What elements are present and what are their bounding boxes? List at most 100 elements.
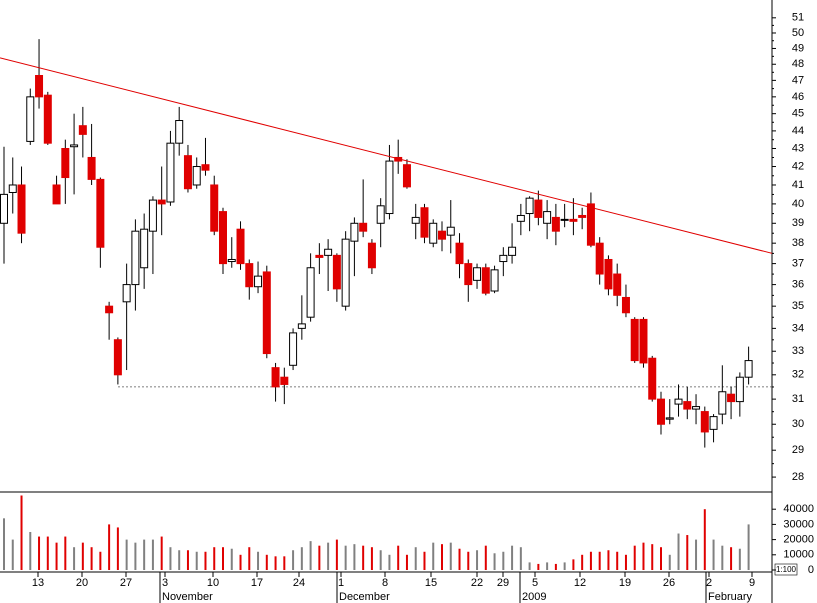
candle-body xyxy=(586,203,595,246)
candle-body xyxy=(727,393,736,403)
candle-body xyxy=(8,184,17,193)
candle-body xyxy=(648,357,657,400)
candle-body xyxy=(508,246,517,256)
y-tick-label: 35 xyxy=(792,300,804,312)
y-tick-label: 29 xyxy=(792,444,804,456)
candle-body xyxy=(464,263,473,286)
x-tick-label: 17 xyxy=(251,577,263,589)
candle-body xyxy=(96,178,105,248)
candle-body xyxy=(271,367,280,388)
y-tick-label: 30 xyxy=(792,418,804,430)
x-tick-label: 27 xyxy=(120,577,132,589)
candle-body xyxy=(473,267,482,281)
candle-body xyxy=(455,242,464,265)
candle-body xyxy=(709,416,718,430)
x-tick-label: 12 xyxy=(574,577,586,589)
candle-body xyxy=(43,94,52,144)
x-tick-label: 10 xyxy=(207,577,219,589)
candle-body xyxy=(297,323,306,329)
candle-body xyxy=(744,360,753,378)
candle-body xyxy=(192,166,201,186)
candle-body xyxy=(140,228,149,269)
candle-body xyxy=(411,216,420,224)
candle-body xyxy=(578,214,587,218)
candle-body xyxy=(306,267,315,318)
candle-body xyxy=(718,391,727,415)
y-tick-label: 43 xyxy=(792,142,804,154)
candle-body xyxy=(402,164,411,188)
candle-body xyxy=(210,184,219,232)
candle-body xyxy=(525,197,534,215)
candle-body xyxy=(429,222,438,244)
candle-body xyxy=(367,242,376,269)
volume-tick-label: 30000 xyxy=(783,518,814,530)
candle-body xyxy=(613,273,622,296)
candle-body xyxy=(70,144,79,148)
candle-body xyxy=(183,155,192,190)
x-tick-label: 26 xyxy=(663,577,675,589)
y-tick-label: 36 xyxy=(792,278,804,290)
trendline xyxy=(0,57,773,254)
candle-body xyxy=(420,207,429,238)
y-tick-label: 45 xyxy=(792,108,804,120)
x-tick-label: 29 xyxy=(497,577,509,589)
x-tick-label: 20 xyxy=(76,577,88,589)
candle-body xyxy=(131,230,140,286)
candle-body xyxy=(595,242,604,275)
y-tick-label: 46 xyxy=(792,91,804,103)
x-tick-label: 24 xyxy=(293,577,305,589)
candle-body xyxy=(438,230,446,240)
candle-body xyxy=(280,376,289,385)
volume-tick-label: 20000 xyxy=(783,534,814,546)
y-tick-label: 37 xyxy=(792,258,804,270)
x-tick-label: 1 xyxy=(338,577,344,589)
y-tick-label: 42 xyxy=(792,160,804,172)
candle-body xyxy=(262,271,271,355)
candle-body xyxy=(674,398,683,405)
x-tick-label: 2 xyxy=(706,577,712,589)
candle-body xyxy=(26,96,35,142)
candle-body xyxy=(543,211,552,224)
candle-body xyxy=(359,222,368,232)
candle-body xyxy=(113,339,122,376)
month-label: December xyxy=(339,591,390,603)
y-tick-label: 48 xyxy=(792,58,804,70)
candle-body xyxy=(569,218,578,222)
volume-tick-label: 40000 xyxy=(783,503,814,515)
candle-body xyxy=(35,74,44,98)
candle-body xyxy=(683,401,692,410)
candle-body xyxy=(692,406,701,410)
candle-body xyxy=(324,248,333,256)
y-tick-label: 39 xyxy=(792,217,804,229)
y-tick-label: 32 xyxy=(792,369,804,381)
candle-body xyxy=(621,296,630,314)
candle-body xyxy=(385,160,394,215)
candle-body xyxy=(148,199,157,232)
y-tick-label: 49 xyxy=(792,42,804,54)
candle-body xyxy=(341,238,350,307)
x-tick-label: 9 xyxy=(749,577,755,589)
candle-body xyxy=(700,411,709,433)
candle-body xyxy=(657,398,665,425)
y-tick-label: 51 xyxy=(792,12,804,24)
candle-body xyxy=(289,332,298,366)
candle-body xyxy=(166,142,175,203)
y-tick-label: 28 xyxy=(792,471,804,483)
candle-body xyxy=(17,184,26,234)
candle-body xyxy=(516,214,525,222)
candle-body xyxy=(175,120,184,144)
x-tick-label: 8 xyxy=(382,577,388,589)
candle-body xyxy=(105,305,114,314)
candle-body xyxy=(315,254,324,258)
candle-body xyxy=(735,376,744,403)
candle-body xyxy=(227,258,236,263)
x-tick-label: 22 xyxy=(471,577,483,589)
candle-body xyxy=(560,218,569,221)
candle-body xyxy=(245,263,254,288)
month-label: February xyxy=(708,591,753,603)
candle-body xyxy=(534,199,543,218)
candle-body xyxy=(376,205,385,224)
volume-tick-label: 10000 xyxy=(783,549,814,561)
y-tick-label: 34 xyxy=(792,322,804,334)
